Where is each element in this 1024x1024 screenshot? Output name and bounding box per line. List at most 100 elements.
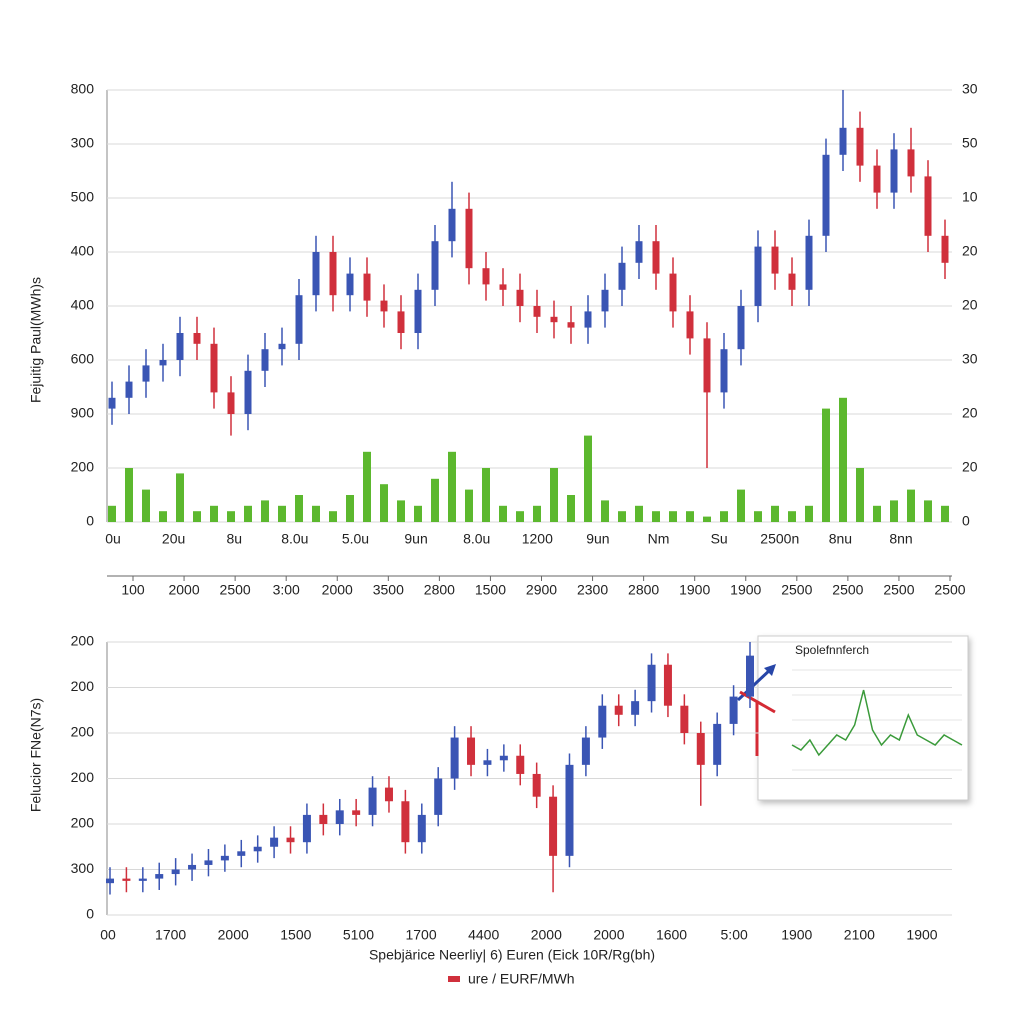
candle-body	[614, 705, 623, 715]
y-tick-label: 800	[71, 81, 95, 97]
volume-bar	[584, 435, 592, 522]
candle-body	[295, 295, 303, 344]
candle-body	[450, 737, 459, 779]
x-tick-label: 8nu	[829, 531, 852, 547]
candle-body	[729, 696, 738, 724]
candle-body	[565, 764, 574, 856]
x-tick-label: 1600	[656, 927, 687, 943]
candle-body	[647, 664, 656, 702]
volume-bar	[244, 505, 252, 522]
x-tick-label: 2000	[593, 927, 624, 943]
inset-title: Spolefnnferch	[795, 643, 869, 657]
candle-body	[220, 855, 229, 861]
candle-body	[516, 755, 525, 774]
candle-body	[669, 273, 677, 312]
y2-tick-label: 30	[962, 81, 978, 97]
volume-bar	[176, 473, 184, 522]
volume-bar	[737, 489, 745, 522]
candle-body	[352, 810, 361, 815]
candle-body	[713, 723, 722, 765]
volume-bar	[924, 500, 932, 522]
x-tick-label: 2500n	[760, 531, 799, 547]
y-tick-label: 300	[71, 860, 95, 876]
volume-bar	[652, 511, 660, 522]
x-tick-label: 2500	[934, 582, 965, 598]
inset-panel	[757, 635, 969, 801]
candle-body	[414, 289, 422, 333]
volume-bar	[159, 511, 167, 522]
candle-body	[253, 846, 262, 852]
inset-line	[791, 689, 963, 757]
candle-body	[138, 878, 147, 881]
volume-bar	[125, 468, 133, 522]
candle-body	[286, 837, 295, 843]
volume-bar	[448, 451, 456, 522]
x-tick-label: 1200	[522, 531, 553, 547]
x-tick-label: 9un	[586, 531, 609, 547]
x-tick-label: 2100	[844, 927, 875, 943]
candle-body	[171, 869, 180, 875]
candle-body	[417, 814, 426, 843]
candle-body	[686, 311, 694, 339]
y2-tick-label: 20	[962, 243, 978, 259]
candle-body	[142, 365, 150, 382]
volume-bar	[686, 511, 694, 522]
volume-bar	[329, 511, 337, 522]
candle-body	[635, 241, 643, 263]
volume-bar	[295, 495, 303, 522]
volume-bar	[839, 397, 847, 522]
candle-body	[680, 705, 689, 733]
candle-body	[581, 737, 590, 765]
candle-body	[567, 322, 575, 328]
candle-body	[204, 860, 213, 865]
x-tick-label: 4400	[468, 927, 499, 943]
x-tick-label: 3:00	[273, 582, 300, 598]
candle-body	[329, 252, 337, 296]
volume-bar	[822, 408, 830, 522]
candle-body	[278, 343, 286, 350]
volume-bar	[788, 511, 796, 522]
y-tick-label: 300	[71, 135, 95, 151]
volume-bar	[805, 505, 813, 522]
candle-body	[434, 778, 443, 815]
x-tick-label: 1900	[781, 927, 812, 943]
y2-tick-label: 20	[962, 297, 978, 313]
candle-body	[839, 127, 847, 155]
y-tick-label: 500	[71, 189, 95, 205]
candle-body	[384, 787, 393, 802]
candle-body	[941, 235, 949, 263]
candle-body	[346, 273, 354, 296]
candle-body	[499, 284, 507, 290]
y-tick-label: 200	[71, 724, 95, 740]
candle-body	[108, 397, 116, 409]
volume-bar	[261, 500, 269, 522]
candle-body	[652, 241, 660, 274]
x-tick-label: 2500	[220, 582, 251, 598]
y-axis-title: Fejuitig Paul(MWh)s	[28, 277, 44, 403]
candle-body	[890, 149, 898, 193]
x-tick-label: 9un	[404, 531, 427, 547]
x-tick-label: 8u	[226, 531, 242, 547]
x-tick-label: 1900	[906, 927, 937, 943]
volume-bar	[601, 500, 609, 522]
candle-body	[598, 705, 607, 738]
candle-body	[482, 268, 490, 285]
candle-body	[754, 246, 762, 306]
y-tick-label: 0	[86, 513, 94, 529]
candle-body	[401, 801, 410, 843]
x-tick-label: 8.0u	[281, 531, 308, 547]
x-tick-label: 2800	[424, 582, 455, 598]
volume-bar	[346, 495, 354, 522]
volume-bar	[703, 516, 711, 522]
y-tick-label: 0	[86, 906, 94, 922]
candle-body	[788, 273, 796, 290]
candle-body	[805, 235, 813, 290]
candle-body	[720, 349, 728, 393]
y-tick-label: 600	[71, 351, 95, 367]
volume-bar	[550, 468, 558, 522]
x-tick-label: 8.0u	[463, 531, 490, 547]
volume-bar	[669, 511, 677, 522]
x-tick-label: 8nn	[889, 531, 912, 547]
volume-bar	[873, 505, 881, 522]
